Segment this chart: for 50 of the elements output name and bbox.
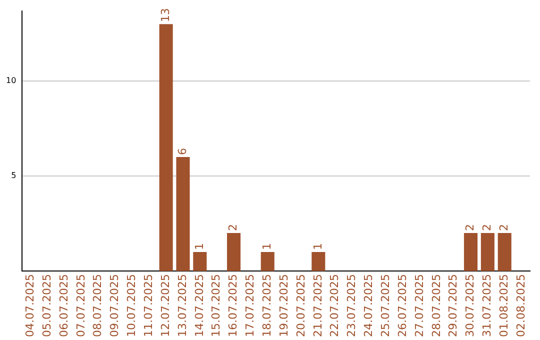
x-tick-label: 05.07.2025 bbox=[40, 274, 54, 338]
x-tick-label: 21.07.2025 bbox=[311, 274, 324, 338]
x-tick-label: 14.07.2025 bbox=[192, 274, 206, 338]
x-tick-label: 28.07.2025 bbox=[430, 274, 443, 338]
data-label: 1 bbox=[311, 243, 324, 250]
x-tick-label: 10.07.2025 bbox=[125, 274, 138, 338]
x-tick-label: 04.07.2025 bbox=[24, 274, 37, 338]
x-tick-label: 12.07.2025 bbox=[158, 274, 172, 338]
x-tick-label: 22.07.2025 bbox=[328, 274, 342, 338]
x-tick-label: 19.07.2025 bbox=[277, 274, 290, 338]
x-tick-label: 26.07.2025 bbox=[396, 274, 409, 338]
x-tick-label: 27.07.2025 bbox=[412, 274, 426, 338]
x-tick-label: 23.07.2025 bbox=[345, 274, 358, 338]
x-tick-label: 31.07.2025 bbox=[480, 274, 494, 338]
bar bbox=[193, 252, 207, 272]
bar bbox=[227, 233, 241, 272]
data-label: 6 bbox=[176, 148, 189, 156]
y-tick-label: 5 bbox=[11, 171, 16, 180]
bar bbox=[260, 252, 274, 272]
x-tick-label: 11.07.2025 bbox=[142, 274, 155, 338]
x-tick-label: 16.07.2025 bbox=[226, 274, 240, 338]
data-label: 2 bbox=[480, 224, 494, 232]
x-tick-label: 29.07.2025 bbox=[446, 274, 460, 338]
x-tick-label: 08.07.2025 bbox=[91, 274, 104, 338]
x-tick-label: 24.07.2025 bbox=[362, 274, 376, 338]
x-tick-label: 25.07.2025 bbox=[378, 274, 392, 338]
x-tick-label: 18.07.2025 bbox=[260, 274, 274, 338]
data-label: 1 bbox=[192, 243, 206, 250]
data-label: 2 bbox=[497, 224, 510, 232]
x-tick-label: 13.07.2025 bbox=[176, 274, 189, 338]
x-tick-label: 02.08.2025 bbox=[514, 274, 528, 338]
x-tick-label: 17.07.2025 bbox=[244, 274, 257, 338]
bar bbox=[498, 233, 512, 272]
x-tick-label: 06.07.2025 bbox=[57, 274, 70, 338]
x-tick-label: 09.07.2025 bbox=[108, 274, 122, 338]
data-label: 13 bbox=[158, 8, 172, 22]
data-label: 1 bbox=[260, 243, 274, 250]
x-tick-label: 20.07.2025 bbox=[294, 274, 308, 338]
bar bbox=[464, 233, 478, 272]
bar bbox=[159, 24, 173, 272]
bar bbox=[176, 157, 190, 272]
x-tick-label: 07.07.2025 bbox=[74, 274, 88, 338]
data-label: 2 bbox=[226, 224, 240, 232]
data-label: 2 bbox=[464, 224, 477, 232]
bar bbox=[312, 252, 326, 272]
x-tick-label: 15.07.2025 bbox=[210, 274, 223, 338]
x-tick-label: 01.08.2025 bbox=[497, 274, 510, 338]
x-tick-label: 30.07.2025 bbox=[464, 274, 477, 338]
bar bbox=[480, 233, 494, 272]
y-tick-label: 10 bbox=[6, 76, 16, 86]
